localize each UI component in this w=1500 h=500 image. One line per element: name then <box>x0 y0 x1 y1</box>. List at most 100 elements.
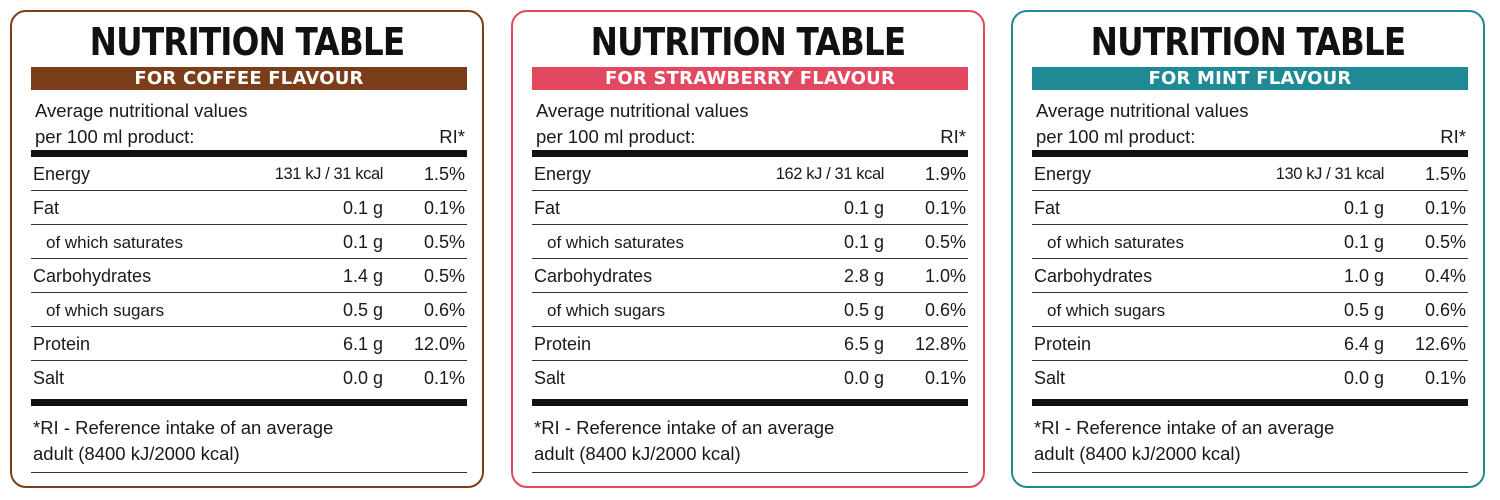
table-row: Protein 6.1 g 12.0% <box>31 327 467 361</box>
table-row: Carbohydrates 1.4 g 0.5% <box>31 259 467 293</box>
nutrient-ri: 0.6% <box>423 300 465 320</box>
nutrient-label: of which sugars <box>46 301 165 320</box>
nutrient-ri: 1.0% <box>924 266 966 286</box>
nutrient-label: of which saturates <box>1047 233 1185 252</box>
nutrient-ri: 0.5% <box>1424 232 1466 252</box>
nutrient-label: Salt <box>1034 368 1066 388</box>
nutrient-label: Energy <box>1034 164 1092 184</box>
table-row: Fat 0.1 g 0.1% <box>532 191 968 225</box>
nutrient-ri: 12.0% <box>413 334 465 354</box>
table-row: Fat 0.1 g 0.1% <box>1032 191 1468 225</box>
nutrient-ri: 0.1% <box>1424 198 1466 218</box>
nutrient-value: 0.1 g <box>843 232 884 252</box>
intro-text: Average nutritional values per 100 ml pr… <box>536 98 968 150</box>
nutrient-rows: Energy 130 kJ / 31 kcal 1.5% Fat 0.1 g 0… <box>1032 157 1468 396</box>
header-rule <box>532 150 968 157</box>
nutrient-ri: 0.5% <box>423 232 465 252</box>
table-row: Energy 131 kJ / 31 kcal 1.5% <box>31 157 467 191</box>
nutrient-value: 0.0 g <box>1343 368 1384 388</box>
nutrient-label: Carbohydrates <box>534 266 653 286</box>
nutrient-label: Protein <box>33 334 91 354</box>
footnote: *RI - Reference intake of an average adu… <box>33 415 467 467</box>
footnote-line-2: adult (8400 kJ/2000 kcal) <box>33 443 240 464</box>
table-row: Salt 0.0 g 0.1% <box>31 361 467 396</box>
nutrient-ri: 1.5% <box>423 164 465 184</box>
header-rule <box>31 150 467 157</box>
footnote: *RI - Reference intake of an average adu… <box>534 415 968 467</box>
table-row: Protein 6.4 g 12.6% <box>1032 327 1468 361</box>
table-row: Energy 130 kJ / 31 kcal 1.5% <box>1032 157 1468 191</box>
nutrient-value: 130 kJ / 31 kcal <box>1275 165 1385 183</box>
footnote-line-1: *RI - Reference intake of an average <box>1034 417 1335 438</box>
nutrient-label: of which saturates <box>547 233 685 252</box>
table-row: of which saturates 0.1 g 0.5% <box>532 225 968 259</box>
nutrient-label: Carbohydrates <box>33 266 152 286</box>
nutrient-value: 6.1 g <box>342 334 383 354</box>
intro-text: Average nutritional values per 100 ml pr… <box>1036 98 1468 150</box>
flavour-band: FOR STRAWBERRY FLAVOUR <box>532 67 968 90</box>
intro-line-1: Average nutritional values <box>1036 100 1249 121</box>
footer-rule <box>532 399 968 406</box>
table-row: Salt 0.0 g 0.1% <box>532 361 968 396</box>
nutrient-rows: Energy 162 kJ / 31 kcal 1.9% Fat 0.1 g 0… <box>532 157 968 396</box>
nutrition-panel-strawberry: NUTRITION TABLE FOR STRAWBERRY FLAVOUR A… <box>511 10 985 488</box>
bottom-rule <box>1032 472 1468 474</box>
intro-line-1: Average nutritional values <box>35 100 248 121</box>
nutrient-ri: 0.5% <box>423 266 465 286</box>
nutrient-label: Salt <box>534 368 566 388</box>
nutrient-ri: 0.6% <box>1424 300 1466 320</box>
nutrient-value: 0.5 g <box>342 300 383 320</box>
nutrient-value: 6.5 g <box>843 334 884 354</box>
flavour-band: FOR MINT FLAVOUR <box>1032 67 1468 90</box>
nutrient-label: Protein <box>1034 334 1092 354</box>
nutrient-value: 0.1 g <box>1343 198 1384 218</box>
nutrient-label: Energy <box>534 164 592 184</box>
nutrition-panel-mint: NUTRITION TABLE FOR MINT FLAVOUR Average… <box>1011 10 1485 488</box>
nutrient-ri: 0.1% <box>423 368 465 388</box>
nutrient-ri: 12.6% <box>1414 334 1466 354</box>
nutrient-ri: 0.1% <box>924 198 966 218</box>
footnote: *RI - Reference intake of an average adu… <box>1034 415 1468 467</box>
nutrient-label: Energy <box>33 164 91 184</box>
bottom-rule <box>31 472 467 474</box>
nutrient-rows: Energy 131 kJ / 31 kcal 1.5% Fat 0.1 g 0… <box>31 157 467 396</box>
ri-header: RI* <box>940 126 966 147</box>
table-row: of which saturates 0.1 g 0.5% <box>31 225 467 259</box>
table-row: Salt 0.0 g 0.1% <box>1032 361 1468 396</box>
nutrient-value: 162 kJ / 31 kcal <box>775 165 885 183</box>
nutrient-label: Fat <box>33 198 60 218</box>
footnote-line-2: adult (8400 kJ/2000 kcal) <box>534 443 741 464</box>
nutrient-ri: 0.1% <box>1424 368 1466 388</box>
nutrient-label: Fat <box>1034 198 1061 218</box>
nutrient-value: 0.0 g <box>342 368 383 388</box>
footer-rule <box>31 399 467 406</box>
nutrient-value: 1.4 g <box>342 266 383 286</box>
nutrient-value: 0.5 g <box>843 300 884 320</box>
intro-line-2: per 100 ml product: <box>1036 126 1196 147</box>
panel-title: NUTRITION TABLE <box>1090 20 1407 64</box>
table-row: Protein 6.5 g 12.8% <box>532 327 968 361</box>
nutrient-ri: 0.1% <box>423 198 465 218</box>
footnote-line-1: *RI - Reference intake of an average <box>534 417 835 438</box>
nutrient-ri: 0.5% <box>924 232 966 252</box>
table-row: of which saturates 0.1 g 0.5% <box>1032 225 1468 259</box>
footnote-line-2: adult (8400 kJ/2000 kcal) <box>1034 443 1241 464</box>
nutrient-label: Fat <box>534 198 561 218</box>
nutrient-value: 131 kJ / 31 kcal <box>274 165 384 183</box>
table-row: Carbohydrates 2.8 g 1.0% <box>532 259 968 293</box>
nutrient-ri: 1.5% <box>1424 164 1466 184</box>
table-row: Fat 0.1 g 0.1% <box>31 191 467 225</box>
nutrient-value: 0.5 g <box>1343 300 1384 320</box>
nutrient-label: Salt <box>33 368 65 388</box>
nutrient-value: 6.4 g <box>1343 334 1384 354</box>
table-row: of which sugars 0.5 g 0.6% <box>31 293 467 327</box>
nutrient-label: of which sugars <box>1047 301 1166 320</box>
ri-header: RI* <box>439 126 465 147</box>
flavour-band: FOR COFFEE FLAVOUR <box>31 67 467 90</box>
nutrient-label: Carbohydrates <box>1034 266 1153 286</box>
nutrient-label: Protein <box>534 334 592 354</box>
nutrient-ri: 0.6% <box>924 300 966 320</box>
nutrient-value: 0.1 g <box>342 198 383 218</box>
nutrition-panel-coffee: NUTRITION TABLE FOR COFFEE FLAVOUR Avera… <box>10 10 484 488</box>
nutrient-ri: 0.4% <box>1424 266 1466 286</box>
